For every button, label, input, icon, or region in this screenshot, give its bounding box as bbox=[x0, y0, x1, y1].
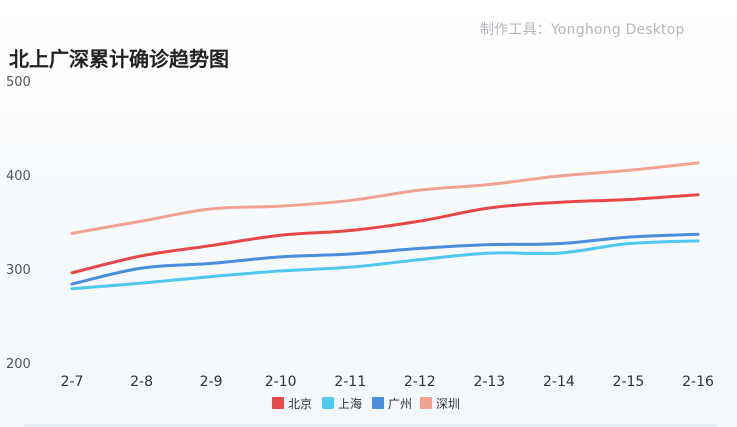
legend-swatch bbox=[272, 397, 284, 409]
legend-item[interactable]: 深圳 bbox=[420, 397, 460, 411]
bottom-divider bbox=[24, 424, 717, 427]
legend-label: 深圳 bbox=[436, 397, 460, 411]
x-tick-label: 2-9 bbox=[200, 374, 223, 390]
watermark: 制作工具：Yonghong Desktop bbox=[480, 22, 685, 38]
x-tick-label: 2-7 bbox=[61, 374, 84, 390]
legend-label: 上海 bbox=[338, 396, 362, 411]
series-line-0[interactable] bbox=[70, 193, 700, 275]
legend-swatch bbox=[322, 397, 334, 409]
series-lines bbox=[70, 161, 700, 291]
series-line-3[interactable] bbox=[70, 161, 700, 235]
x-tick-label: 2-8 bbox=[130, 374, 153, 390]
legend-swatch bbox=[372, 397, 384, 409]
series-line-1[interactable] bbox=[70, 239, 700, 291]
series-line-2[interactable] bbox=[70, 232, 700, 286]
y-axis: 200 300 400 500 bbox=[6, 75, 31, 372]
x-tick-label: 2-15 bbox=[613, 374, 645, 390]
legend-item[interactable]: 广州 bbox=[372, 397, 412, 411]
y-tick-label: 500 bbox=[6, 75, 31, 90]
chart-title: 北上广深累计确诊趋势图 bbox=[9, 47, 229, 71]
y-tick-label: 200 bbox=[6, 357, 31, 372]
x-tick-label: 2-16 bbox=[682, 374, 714, 390]
x-axis: 2-7 2-8 2-9 2-10 2-11 2-12 2-13 2-14 2-15 2-16 bbox=[61, 374, 714, 390]
legend-item[interactable]: 北京 bbox=[272, 397, 312, 411]
x-tick-label: 2-14 bbox=[543, 374, 575, 390]
x-tick-label: 2-13 bbox=[473, 374, 505, 390]
legend[interactable]: 北京 上海 广州 深圳 bbox=[272, 396, 460, 411]
x-tick-label: 2-12 bbox=[404, 374, 436, 390]
y-tick-label: 400 bbox=[6, 169, 31, 184]
x-tick-label: 2-10 bbox=[265, 374, 297, 390]
y-tick-label: 300 bbox=[6, 263, 31, 278]
legend-label: 广州 bbox=[388, 397, 412, 411]
x-tick-label: 2-11 bbox=[334, 374, 366, 390]
legend-item[interactable]: 上海 bbox=[322, 396, 362, 411]
legend-swatch bbox=[420, 397, 432, 409]
legend-label: 北京 bbox=[288, 397, 312, 411]
